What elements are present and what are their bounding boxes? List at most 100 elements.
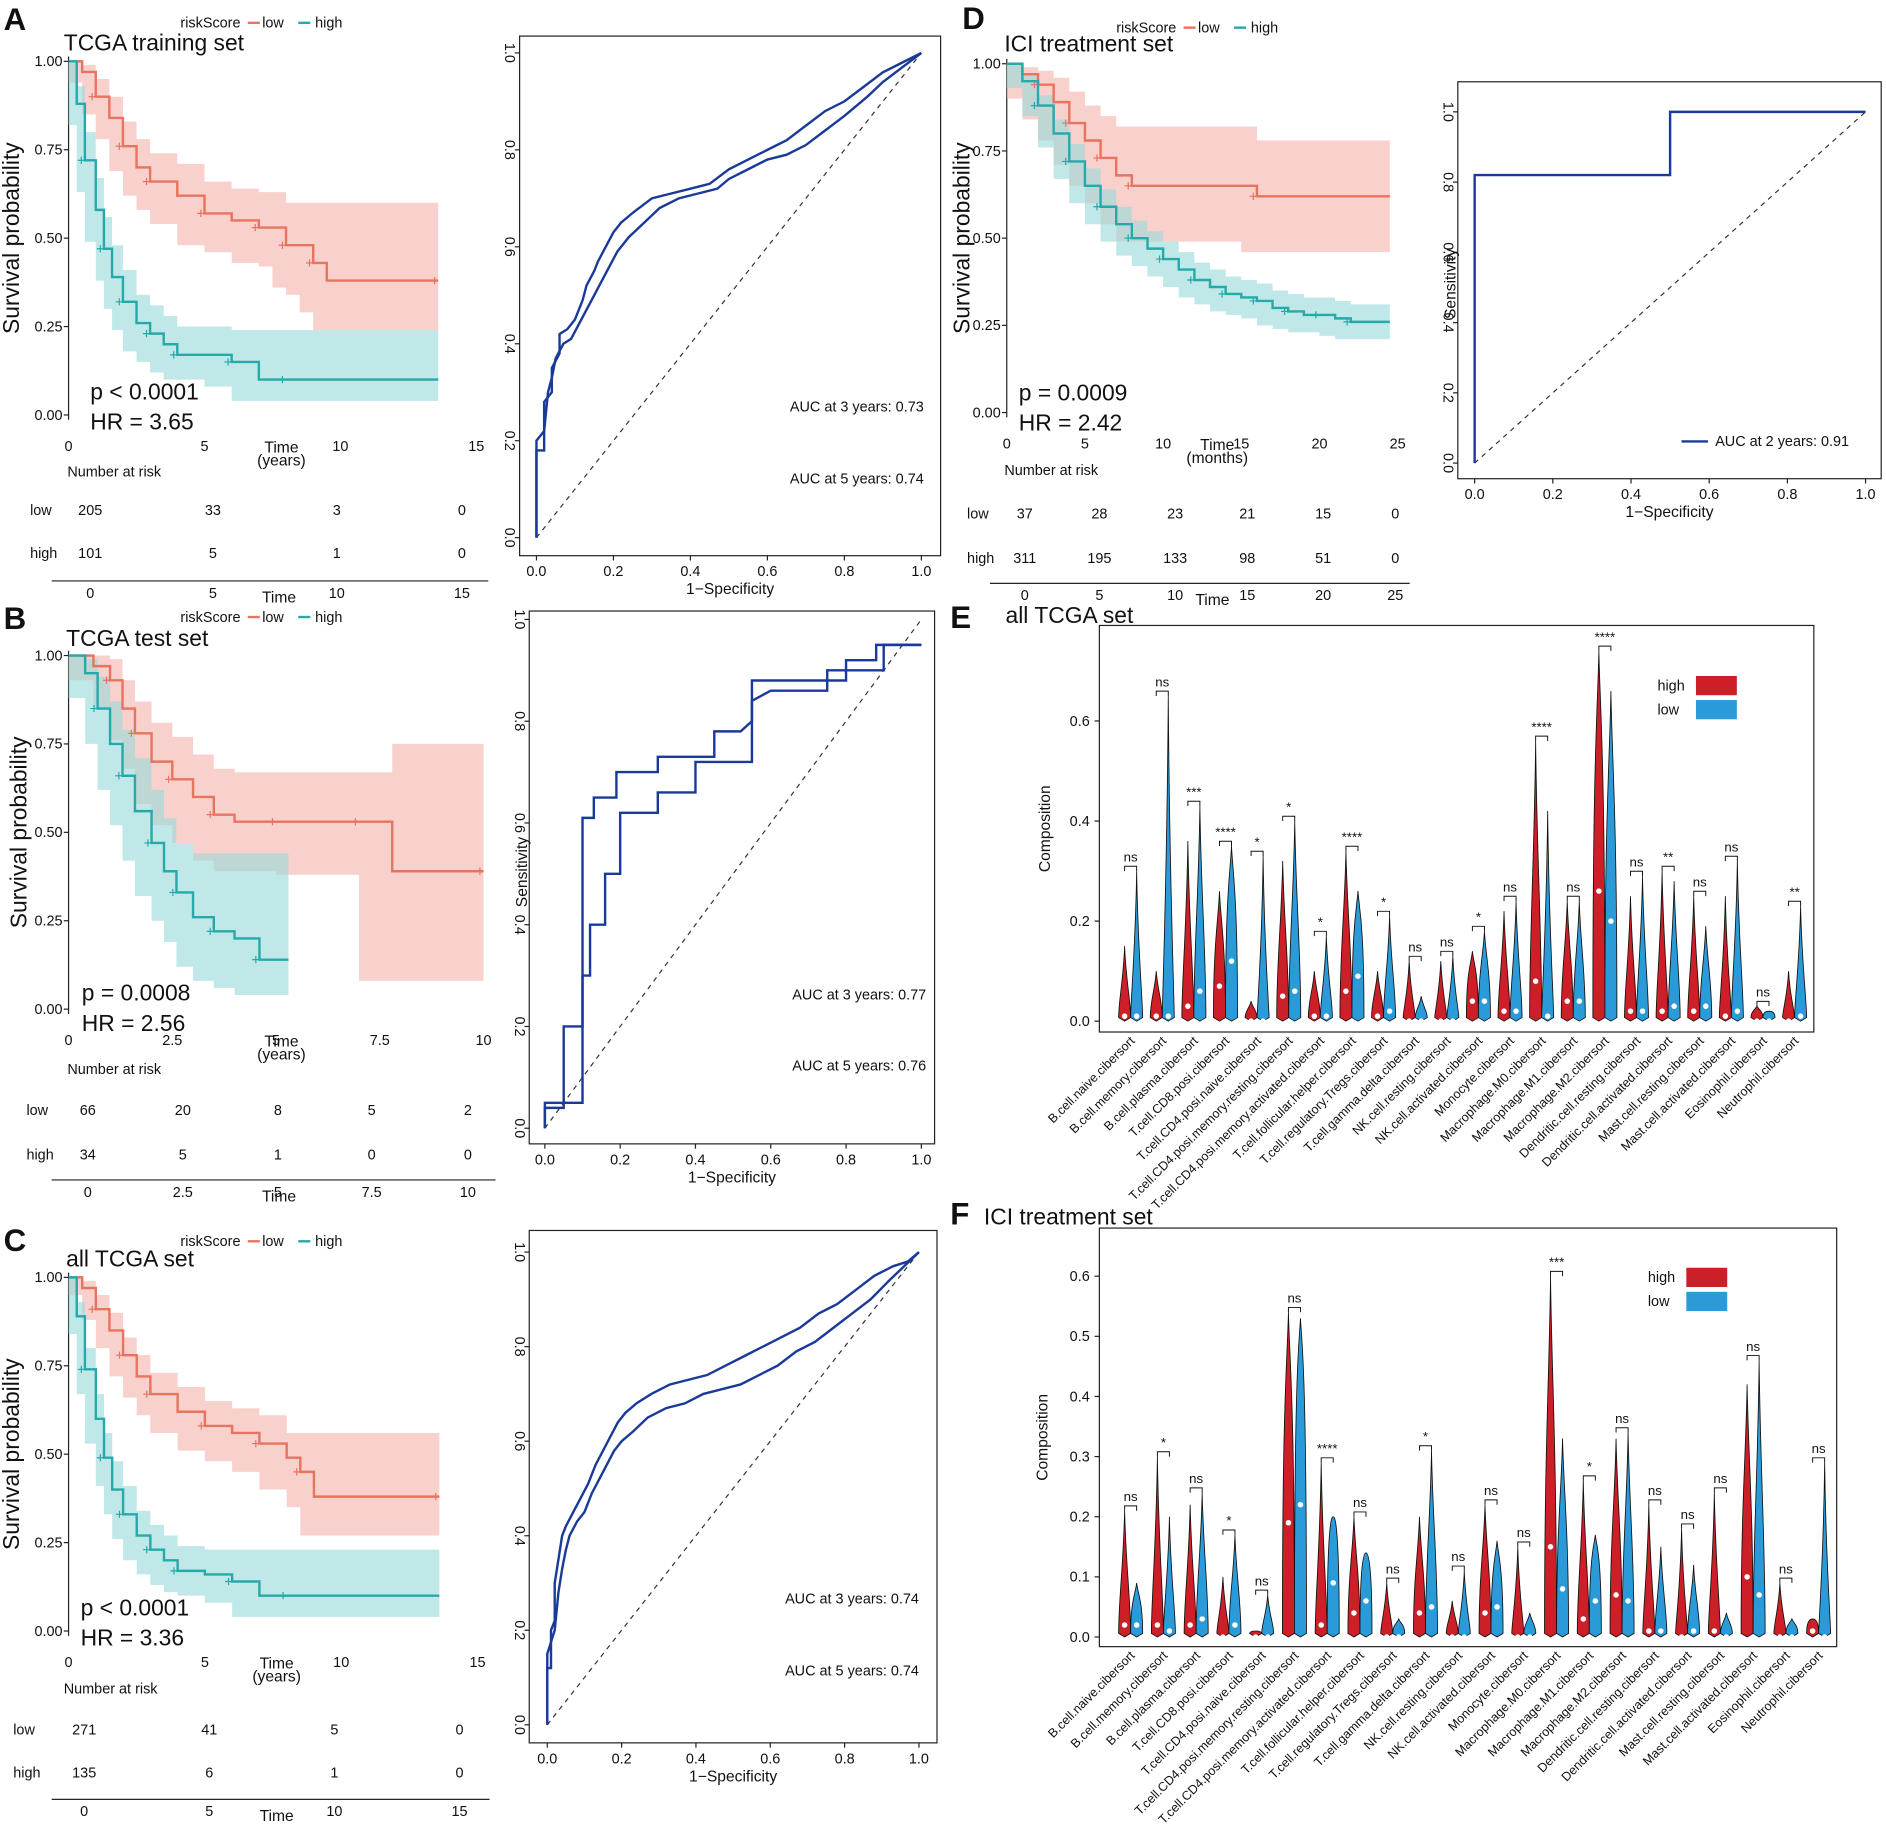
x-tick-label: 0.0 (537, 1751, 557, 1767)
survival-curve-low (68, 60, 439, 282)
sig-label: ns (1189, 1471, 1203, 1486)
median-dot (1153, 1013, 1160, 1019)
violin-high (1307, 971, 1321, 1022)
censor-mark (1218, 290, 1226, 298)
violin-low (1383, 916, 1397, 1022)
censor-mark (278, 241, 287, 249)
median-dot (1343, 988, 1349, 994)
violin-high (1544, 1276, 1557, 1638)
risk-count: 34 (80, 1148, 96, 1164)
auc-annotation: AUC at 5 years: 0.74 (785, 1664, 919, 1680)
risk-table-header: Number at risk (1004, 463, 1099, 479)
censor-mark (1312, 311, 1320, 319)
median-dot (1482, 1610, 1488, 1616)
x-tick-label: 0.4 (680, 564, 700, 580)
y-tick-label: 0.2 (1439, 383, 1455, 403)
median-dot (1323, 1013, 1330, 1019)
sig-label: ns (1124, 1489, 1138, 1504)
sig-label: ns (1124, 849, 1138, 864)
risk-count: 0 (1391, 506, 1399, 522)
y-tick-label: 0.0 (501, 528, 517, 548)
y-tick-label: 0.2 (501, 431, 517, 451)
y-tick-label: 0.8 (511, 1337, 527, 1357)
median-dot (1821, 1634, 1828, 1640)
median-dot (1199, 1616, 1205, 1622)
sig-label: ** (1789, 884, 1799, 899)
violin-high (1707, 1492, 1721, 1638)
risk-count: 1 (333, 546, 341, 562)
median-dot (1576, 998, 1583, 1004)
violin-frame (1098, 624, 1815, 1033)
censor-mark (170, 1567, 178, 1575)
violin-high (1281, 1312, 1295, 1638)
censor-mark (170, 351, 178, 359)
violin-low (1572, 901, 1586, 1022)
panel-title: all TCGA set (66, 1246, 194, 1272)
median-dot (1756, 1592, 1762, 1598)
risk-time-tick: 5 (209, 586, 217, 602)
violin-low (1425, 1450, 1438, 1638)
risk-time-tick: 25 (1387, 588, 1403, 604)
violin-high (1624, 896, 1637, 1022)
y-axis-label: Composition (1035, 1394, 1052, 1481)
y-tick-label: 0.25 (34, 319, 62, 335)
sig-bracket (1693, 890, 1707, 897)
median-dot (1678, 1634, 1685, 1640)
sig-bracket (1189, 1487, 1203, 1493)
median-dot (1532, 978, 1539, 984)
sig-bracket (1282, 815, 1296, 822)
median-dot (1133, 1622, 1140, 1628)
censor-mark (252, 956, 260, 964)
sig-bracket (1681, 1523, 1695, 1529)
violin-high (1773, 1582, 1787, 1638)
x-tick-label: 0.2 (1543, 487, 1563, 503)
violin-high (1371, 971, 1384, 1022)
violin-high (1740, 1384, 1754, 1638)
x-tick-label: 0.6 (1699, 487, 1719, 503)
violin-panel-F: F ICI treatment set 0.0 0.1 0.2 0.3 0.4 0.5 0.6 C… (950, 1196, 1838, 1827)
violin-low (1130, 1582, 1144, 1638)
legend-low: low (1198, 20, 1220, 36)
censor-mark (1093, 154, 1101, 162)
median-dot (1625, 1598, 1631, 1604)
roc-panel-B-roc: 0.0 0.2 0.4 0.6 0.8 1.0 0.0 0.2 0.4 0.6 0.8 1.0 1−Sp… (511, 609, 936, 1186)
censor-mark (144, 839, 152, 847)
censor-mark (305, 259, 314, 267)
median-dot (1165, 1013, 1172, 1019)
panel-title: TCGA training set (64, 30, 245, 56)
sig-bracket (1377, 910, 1391, 917)
median-dot (1154, 1622, 1161, 1628)
y-tick-label: 0.25 (34, 914, 62, 930)
x-axis-label: Time (264, 439, 298, 456)
median-dot (1232, 1622, 1238, 1628)
y-tick-label: 0.0 (511, 1715, 527, 1735)
sig-label: ns (1287, 1291, 1301, 1306)
violin-low (1719, 1612, 1733, 1638)
median-dot (1481, 998, 1488, 1004)
y-tick-label: 0.0 (1070, 1630, 1090, 1646)
censor-mark (279, 1592, 287, 1600)
sig-bracket (1250, 850, 1264, 857)
censor-mark (88, 1305, 96, 1313)
panel-label: A (4, 2, 27, 37)
median-dot (1351, 1610, 1357, 1616)
sig-label: ns (1746, 1339, 1760, 1354)
violin-high (1150, 1456, 1164, 1638)
y-axis-label: Survival probability (948, 142, 974, 334)
roc-frame (519, 35, 942, 557)
median-dot (1416, 1610, 1423, 1616)
y-tick-label: 0.6 (511, 1431, 527, 1451)
y-tick-label: 0.2 (511, 1620, 527, 1640)
violin-high (1806, 1618, 1820, 1638)
sig-label: * (1318, 914, 1323, 929)
legend-high-swatch (1695, 675, 1737, 696)
violin-high (1402, 961, 1416, 1022)
survival-curve-high (68, 654, 289, 961)
y-axis-label: Composition (1037, 785, 1054, 872)
risk-count: 37 (1017, 506, 1033, 522)
censor-mark (1280, 307, 1289, 316)
x-tick-label: 0.8 (835, 1751, 855, 1767)
x-tick-label: 0.0 (535, 1152, 555, 1168)
risk-time-label: Time (260, 1808, 294, 1825)
